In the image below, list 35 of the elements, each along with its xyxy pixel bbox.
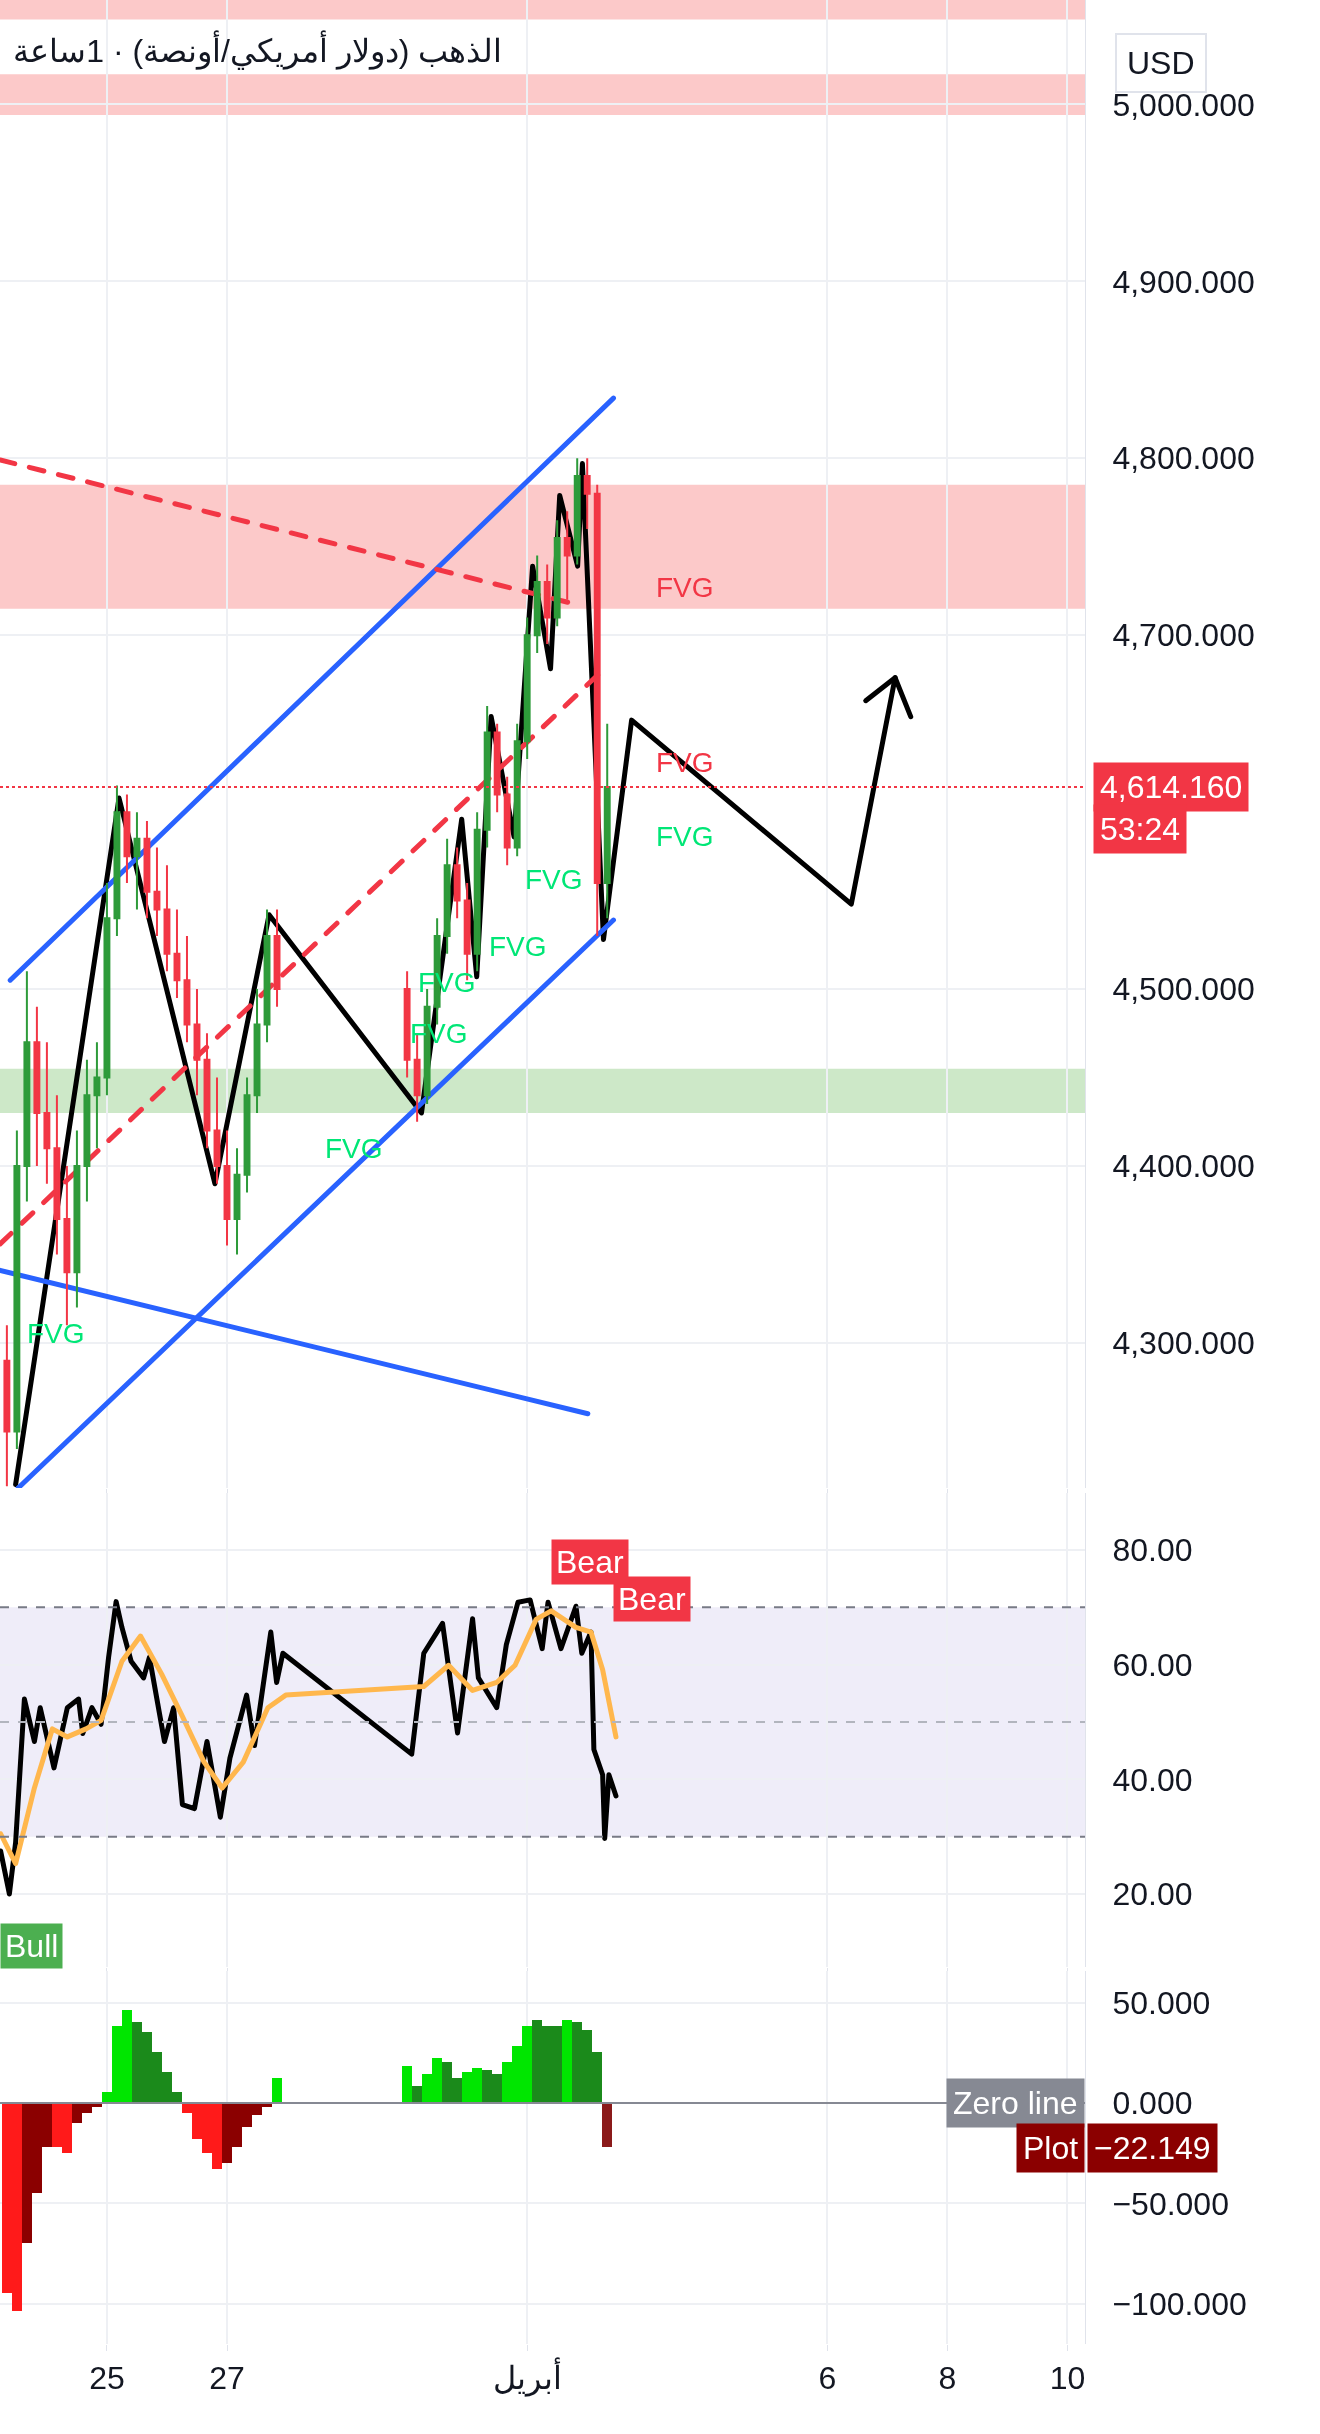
text: الذهب (دولار أمريكي/أونصة) · 1ساعة [13, 30, 503, 71]
annotation: FVG [656, 821, 714, 852]
y-tick-label: 4,500.000 [1112, 971, 1255, 1008]
text: USD [1127, 45, 1195, 81]
y-tick-label: 60.00 [1112, 1646, 1193, 1683]
y-tick-label: 4,800.000 [1112, 440, 1255, 477]
x-tick-label: 25 [89, 2360, 125, 2397]
y-tick-label: 4,400.000 [1112, 1148, 1255, 1185]
annotation: Bear [556, 1544, 624, 1580]
y-tick-label: 0.000 [1112, 2085, 1193, 2122]
x-tick-label: 27 [209, 2360, 245, 2397]
annotation: FVG [656, 572, 714, 603]
y-tick-label: 4,900.000 [1112, 263, 1255, 300]
y-tick-label: 5,000.000 [1112, 86, 1255, 123]
y-tick-label: 20.00 [1112, 1876, 1193, 1913]
ref-line-label: Zero line [953, 2085, 1078, 2121]
x-tick-label: أبريل [492, 2357, 562, 2398]
ref-line-label: 4,614.160 [1100, 769, 1243, 805]
y-tick-label: 4,700.000 [1112, 617, 1255, 654]
text: 53:24 [1100, 811, 1181, 847]
y-tick-label: 40.00 [1112, 1761, 1193, 1798]
annotation: FVG [525, 864, 583, 895]
y-tick-label: −100.000 [1112, 2286, 1247, 2323]
y-tick-label: 4,300.000 [1112, 1325, 1255, 1362]
annotation: FVG [489, 931, 547, 962]
x-tick-label: 8 [938, 2360, 957, 2397]
text: −22.149 [1094, 2130, 1211, 2166]
annotation: Plot [1023, 2130, 1079, 2166]
y-tick-label: 80.00 [1112, 1532, 1193, 1569]
annotation: Bear [618, 1581, 686, 1617]
annotation: Bull [5, 1928, 59, 1964]
y-tick-label: −50.000 [1112, 2185, 1229, 2222]
x-tick-label: 6 [818, 2360, 837, 2397]
x-tick-label: 10 [1049, 2360, 1086, 2397]
y-tick-label: 50.000 [1112, 1984, 1211, 2021]
